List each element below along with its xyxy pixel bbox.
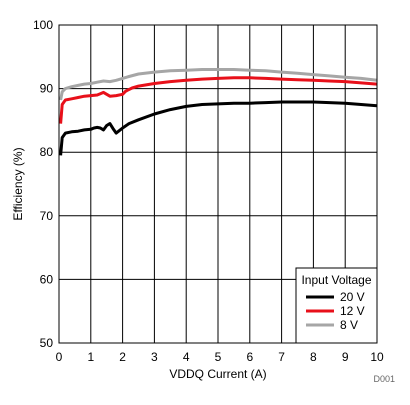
x-tick-label: 1	[87, 350, 94, 364]
x-tick-label: 5	[215, 350, 222, 364]
y-tick-label: 80	[40, 145, 54, 159]
y-tick-label: 60	[40, 272, 54, 286]
legend-label: 12 V	[340, 304, 365, 318]
plot-frame	[58, 24, 378, 344]
tick-labels: 0 1 2 3 4 5 6 7 8 9 10 50 60 70 80 90 100	[33, 18, 384, 364]
x-tick-label: 8	[310, 350, 317, 364]
y-tick-label: 70	[40, 209, 54, 223]
legend-label: 20 V	[340, 290, 365, 304]
legend: Input Voltage 20 V12 V8 V	[295, 267, 378, 344]
legend-box	[295, 267, 378, 344]
x-tick-label: 7	[278, 350, 285, 364]
series-lines	[59, 68, 378, 156]
legend-title: Input Voltage	[301, 273, 371, 287]
legend-items: 20 V12 V8 V	[306, 290, 365, 332]
x-axis-label: VDDQ Current (A)	[169, 367, 266, 381]
y-axis-label: Efficiency (%)	[11, 147, 25, 220]
x-tick-label: 9	[342, 350, 349, 364]
series-line-8v	[59, 68, 378, 101]
x-tick-label: 3	[151, 350, 158, 364]
y-tick-label: 100	[33, 18, 53, 32]
series-line-12v	[59, 76, 378, 124]
series-line-20v	[59, 100, 378, 156]
y-tick-label: 50	[40, 336, 54, 350]
x-tick-label: 6	[246, 350, 253, 364]
x-tick-label: 2	[119, 350, 126, 364]
figure-id: D001	[373, 374, 395, 384]
x-tick-label: 4	[183, 350, 190, 364]
legend-label: 8 V	[340, 318, 358, 332]
x-tick-label: 0	[56, 350, 63, 364]
y-tick-label: 90	[40, 82, 54, 96]
x-tick-label: 10	[370, 350, 384, 364]
